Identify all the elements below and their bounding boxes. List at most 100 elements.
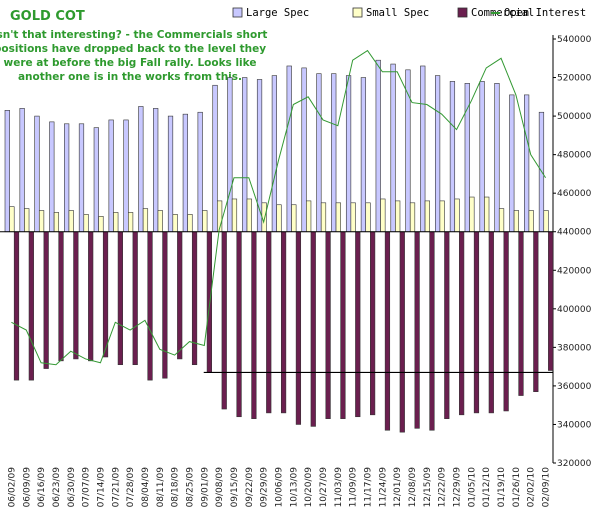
x-tick-label: 06/09/09 xyxy=(22,467,32,508)
x-tick-label: 01/12/10 xyxy=(482,467,492,508)
x-tick-label: 12/22/09 xyxy=(438,467,448,508)
bar xyxy=(488,231,494,414)
x-tick-label: 12/08/09 xyxy=(408,467,418,508)
bar xyxy=(153,108,159,233)
x-tick-label: 12/29/09 xyxy=(453,467,463,508)
bar xyxy=(484,196,490,233)
x-tick-label: 12/01/09 xyxy=(393,467,403,508)
bar xyxy=(439,200,445,233)
bar xyxy=(301,67,307,233)
x-tick-label: 08/18/09 xyxy=(171,467,181,508)
bar xyxy=(142,208,149,233)
legend-swatch xyxy=(457,7,468,18)
bar xyxy=(138,106,144,233)
bar xyxy=(518,231,524,396)
x-tick-label: 06/02/09 xyxy=(7,467,17,508)
bar xyxy=(187,214,193,233)
bar xyxy=(494,83,500,233)
bar xyxy=(197,111,203,233)
bar xyxy=(191,231,198,366)
bar xyxy=(231,198,238,233)
bar xyxy=(68,210,74,233)
bar xyxy=(9,206,15,233)
chart-title: GOLD COT xyxy=(10,9,85,24)
y2-tick-label: 320000 xyxy=(557,459,592,469)
bar xyxy=(325,231,331,419)
bar xyxy=(409,202,416,233)
bar xyxy=(58,231,64,362)
x-tick-label: 11/24/09 xyxy=(378,467,388,508)
bar xyxy=(360,77,367,233)
x-tick-label: 10/27/09 xyxy=(319,467,329,508)
bar xyxy=(28,231,34,381)
bar xyxy=(117,231,123,366)
bar xyxy=(473,231,480,414)
bar xyxy=(132,231,138,366)
bar xyxy=(271,75,277,233)
x-tick-label: 08/11/09 xyxy=(156,467,166,508)
bar xyxy=(251,231,257,419)
bar xyxy=(38,210,45,233)
bar xyxy=(64,123,70,233)
annotation: were at before the big Fall rally. Looks… xyxy=(4,57,257,69)
bar xyxy=(242,77,248,233)
x-tick-label: 07/28/09 xyxy=(126,467,136,508)
bar xyxy=(320,202,327,233)
bar xyxy=(498,208,505,233)
bar xyxy=(93,127,99,233)
bar xyxy=(123,119,129,233)
x-tick-label: 09/29/09 xyxy=(260,467,270,508)
x-tick-label: 09/15/09 xyxy=(230,467,240,508)
y2-tick-label: 400000 xyxy=(557,305,592,315)
bar xyxy=(424,200,430,233)
bar xyxy=(528,210,534,233)
bar xyxy=(83,214,89,233)
x-tick-label: 06/23/09 xyxy=(52,467,62,508)
bar xyxy=(221,231,227,410)
bar xyxy=(370,231,376,416)
bar xyxy=(375,59,381,233)
x-tick-label: 07/07/09 xyxy=(82,467,92,508)
bar xyxy=(310,231,316,427)
bar xyxy=(429,231,435,431)
y2-tick-label: 380000 xyxy=(557,343,592,353)
y2-tick-label: 420000 xyxy=(557,266,592,276)
bar xyxy=(162,231,168,379)
x-tick-label: 11/03/09 xyxy=(334,467,344,508)
x-tick-label: 02/02/10 xyxy=(527,467,537,508)
legend-label: Small Spec xyxy=(366,7,429,19)
x-tick-label: 10/06/09 xyxy=(275,467,285,508)
bar xyxy=(355,231,361,418)
bar xyxy=(444,231,450,419)
x-tick-label: 09/22/09 xyxy=(245,467,255,508)
bar xyxy=(73,231,79,360)
bar xyxy=(380,198,386,233)
bar xyxy=(384,231,391,431)
legend-label: Large Spec xyxy=(246,7,309,19)
y2-tick-label: 480000 xyxy=(557,151,592,161)
bar xyxy=(479,81,485,233)
bar xyxy=(365,202,371,233)
bar xyxy=(399,231,405,433)
bar xyxy=(395,200,401,233)
bar xyxy=(340,231,346,419)
bar xyxy=(524,94,530,233)
y2-tick-label: 360000 xyxy=(557,382,592,392)
bar xyxy=(276,204,282,233)
bar xyxy=(414,231,420,429)
x-tick-label: 09/08/09 xyxy=(215,467,225,508)
bar xyxy=(182,113,188,233)
bar xyxy=(157,210,163,233)
bar xyxy=(227,77,233,233)
legend-swatch xyxy=(232,7,243,18)
x-tick-label: 07/14/09 xyxy=(96,467,106,508)
y2-tick-label: 520000 xyxy=(557,74,592,84)
bar xyxy=(147,231,153,381)
bar xyxy=(43,231,49,369)
y2-tick-label: 540000 xyxy=(557,35,592,45)
bar xyxy=(513,210,519,233)
bar xyxy=(434,75,441,233)
bar xyxy=(449,81,456,233)
bar xyxy=(19,108,25,233)
